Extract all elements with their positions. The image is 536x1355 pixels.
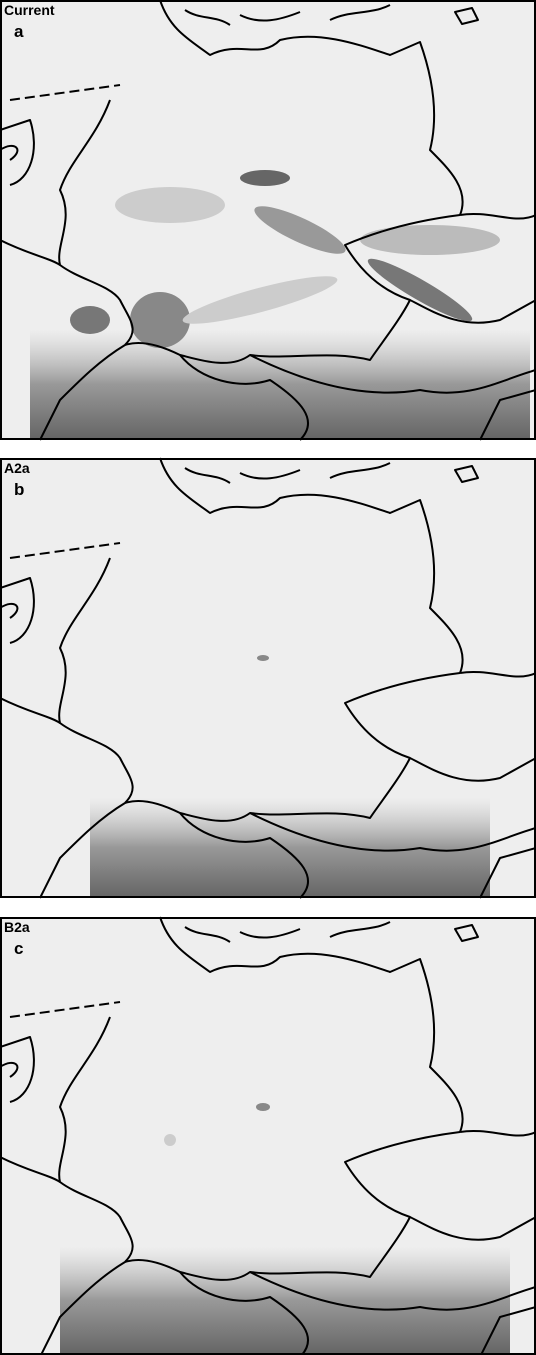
figure: Current a A2a b B2a c (0, 0, 536, 1355)
page: Current a A2a b B2a c (() => { const dat… (0, 0, 536, 1355)
panel-letter: b (14, 480, 24, 499)
panel: B2a c (0, 917, 536, 1355)
panel-letter: a (14, 22, 24, 41)
scenario-label: Current (4, 2, 55, 18)
scenario-label: B2a (4, 919, 30, 935)
panel-letter: c (14, 939, 23, 958)
scenario-label: A2a (4, 460, 30, 476)
panel: Current a (0, 0, 536, 440)
panel: A2a b (0, 458, 536, 898)
